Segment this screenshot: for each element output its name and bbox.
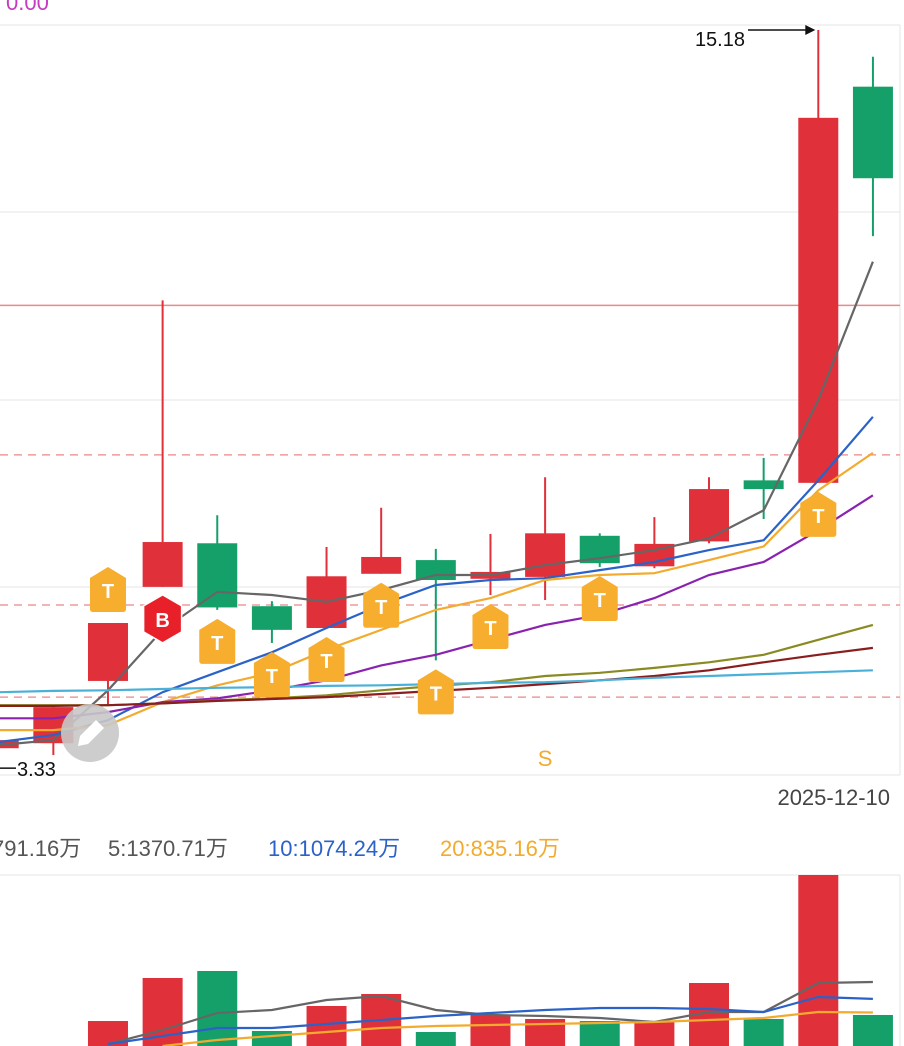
plot-layer: T B T T T T T T S T T 15.18 3.33 2025-12-10 791.16万 5:1… (0, 24, 900, 1046)
volume-ma-line (107, 995, 873, 1046)
candle-body (743, 480, 784, 490)
volume-bar (743, 1018, 784, 1046)
signal-badge: T (363, 582, 400, 628)
volume-bar (798, 875, 839, 1046)
signal-label: T (320, 651, 332, 673)
volume-bar (251, 1030, 292, 1046)
tool-icon[interactable] (78, 720, 104, 746)
signal-label: S (538, 746, 553, 771)
candle-body (87, 623, 128, 681)
signal-badge: T (800, 491, 837, 537)
signal-shape (472, 603, 509, 649)
candle-body (197, 543, 238, 608)
volume-bar (579, 1021, 620, 1046)
high-marker-label: 15.18 (695, 29, 745, 51)
candle-body (798, 117, 839, 483)
candle-body (251, 606, 292, 630)
candle-body (415, 560, 456, 581)
signal-label: T (812, 506, 824, 528)
signal-label: T (430, 683, 442, 705)
signal-shape (308, 636, 345, 682)
candle-body (142, 542, 183, 587)
candle-body (689, 489, 730, 542)
signal-badge: T (581, 575, 618, 621)
volume-bar (634, 1021, 675, 1046)
ma-line (0, 261, 874, 747)
volume-bar (197, 970, 238, 1046)
signal-shape (800, 491, 837, 537)
signal-badge: T (417, 669, 454, 715)
signal-badge: T (253, 651, 290, 697)
high-marker-arrow (805, 24, 816, 35)
signal-shape (581, 575, 618, 621)
signal-label: T (102, 581, 114, 603)
signal-label: T (266, 666, 278, 688)
x-tick-label: 2025-12-10 (777, 785, 890, 810)
volume-legend-entry: 5:1370.71万 (108, 836, 228, 861)
signal-label: T (484, 618, 496, 640)
candle-body (852, 86, 893, 179)
volume-legend-entry: 20:835.16万 (440, 836, 560, 861)
signal-shape (253, 651, 290, 697)
top-label: 0.00 (6, 0, 49, 15)
ma-line (0, 416, 874, 743)
signal-badge: B (142, 594, 183, 644)
volume-ma-line (162, 1010, 873, 1046)
signal-label: T (211, 633, 223, 655)
signal-badge: T (472, 603, 509, 649)
volume-legend-entry: 791.16万 (0, 836, 81, 861)
ma-line (0, 494, 874, 720)
drawing-tool-button[interactable] (61, 704, 119, 762)
signal-label: B (155, 610, 169, 632)
ma-line (0, 451, 874, 732)
volume-legend-entry: 10:1074.24万 (268, 836, 400, 861)
volume-bar (470, 1014, 511, 1046)
signal-shape (199, 618, 236, 664)
low-marker-label: 3.33 (17, 759, 56, 781)
signal-shape (417, 669, 454, 715)
signal-shape (142, 594, 183, 644)
signal-badge: T (308, 636, 345, 682)
signal-shape (363, 582, 400, 628)
signal-badge: T (199, 618, 236, 664)
volume-bar (415, 1032, 456, 1046)
signal-label: T (375, 597, 387, 619)
signal-shape (89, 567, 126, 613)
signal-label: T (594, 590, 606, 612)
volume-bar (852, 1014, 893, 1046)
candle-body (525, 533, 566, 577)
signal-badge: T (89, 567, 126, 613)
candle-body (361, 556, 402, 574)
